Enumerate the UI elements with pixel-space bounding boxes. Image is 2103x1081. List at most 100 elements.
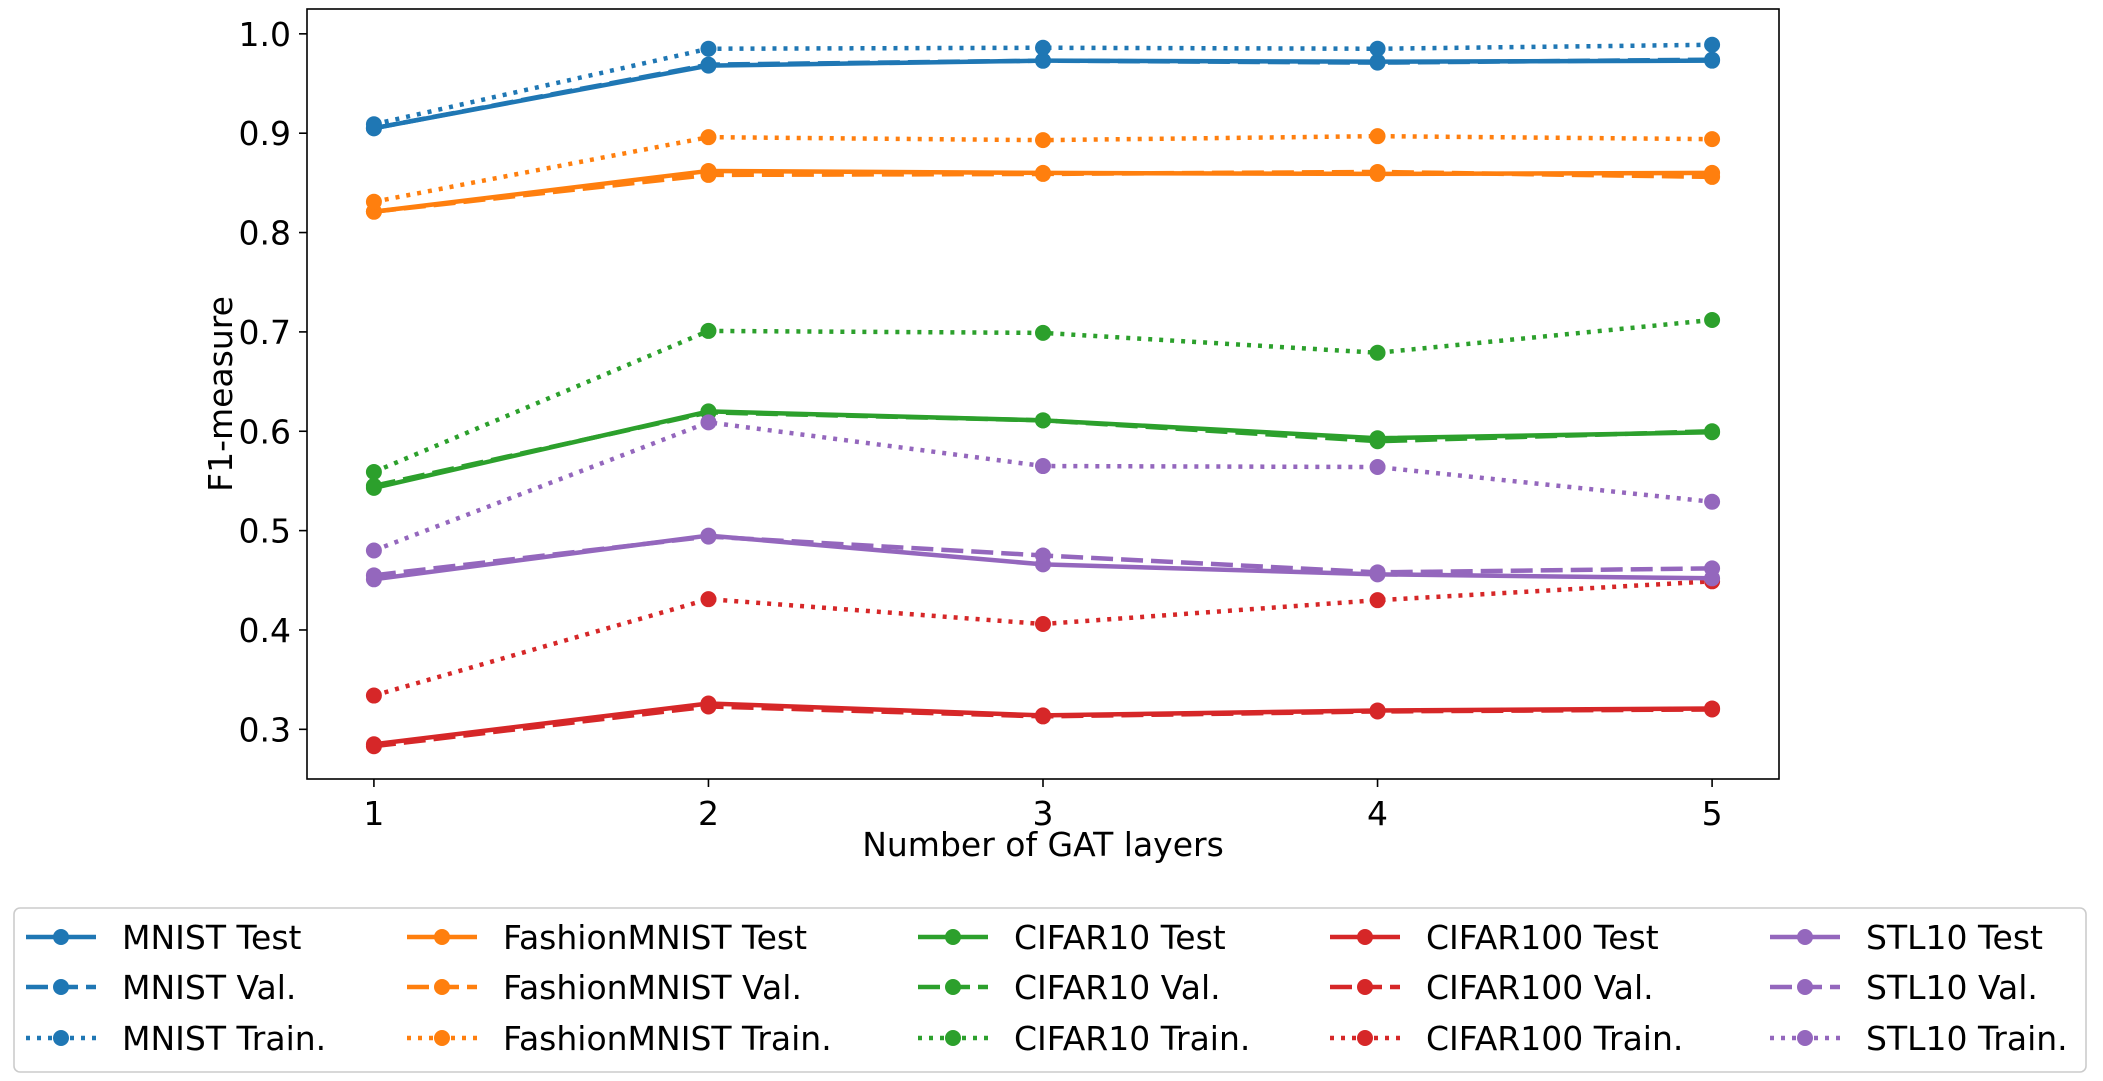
series-line <box>373 317 1713 475</box>
y-tick-label: 0.7 <box>239 313 291 352</box>
legend-item: CIFAR10 Val. <box>918 968 1221 1007</box>
data-point <box>700 166 717 183</box>
legend-swatch-marker <box>1797 1030 1813 1046</box>
legend-item: CIFAR100 Val. <box>1330 968 1654 1007</box>
legend-label: FashionMNIST Val. <box>503 968 802 1007</box>
legend-swatch-marker <box>434 1030 450 1046</box>
series-cifar100-val <box>365 698 1721 755</box>
x-tick-label: 1 <box>363 794 384 833</box>
legend-item: STL10 Test <box>1770 918 2043 957</box>
legend-swatch-marker <box>1797 929 1813 945</box>
legend-item: MNIST Val. <box>26 968 296 1007</box>
legend-label: MNIST Train. <box>122 1019 326 1058</box>
legend-item: FashionMNIST Train. <box>407 1019 832 1058</box>
y-tick-label: 1.0 <box>239 15 291 54</box>
data-point <box>1035 412 1051 429</box>
data-point <box>1704 168 1721 185</box>
data-point <box>1704 131 1721 148</box>
y-tick-label: 0.4 <box>239 611 291 650</box>
legend: MNIST Test MNIST Val. MNIST Train. FashionM… <box>13 907 2087 1073</box>
legend-label: STL10 Train. <box>1866 1019 2068 1058</box>
y-tick-label: 0.9 <box>239 114 291 153</box>
data-point <box>365 567 382 584</box>
series-cifar10-val <box>365 404 1721 494</box>
x-axis: 1 2 3 4 5 <box>363 779 1723 833</box>
data-point <box>700 698 717 715</box>
data-point <box>700 56 717 73</box>
legend-item: CIFAR100 Test <box>1330 918 1659 957</box>
legend-item: STL10 Val. <box>1770 968 2038 1007</box>
data-point <box>365 463 382 480</box>
series-fashionmnist-train <box>365 128 1721 210</box>
data-point <box>1369 703 1386 720</box>
data-point <box>1369 40 1386 57</box>
data-point <box>1704 36 1721 53</box>
data-point <box>365 738 382 755</box>
legend-label: CIFAR10 Train. <box>1014 1019 1250 1058</box>
legend-swatch-marker <box>1797 979 1813 995</box>
data-point <box>1704 493 1721 510</box>
legend-label: FashionMNIST Train. <box>503 1019 832 1058</box>
legend-label: STL10 Val. <box>1866 968 2038 1007</box>
x-tick-label: 2 <box>698 794 719 833</box>
data-point <box>1035 458 1051 475</box>
x-tick-label: 4 <box>1367 794 1388 833</box>
series-mnist-train <box>365 36 1721 133</box>
plot-background <box>307 9 1779 779</box>
legend-swatch-marker <box>1357 979 1373 995</box>
data-point <box>1704 311 1721 328</box>
legend-label: CIFAR100 Test <box>1426 918 1659 957</box>
data-point <box>700 322 717 339</box>
y-axis-label: F1-measure <box>201 296 240 492</box>
legend-swatch-marker <box>1357 929 1373 945</box>
data-point <box>700 414 717 431</box>
legend-swatch-marker <box>945 1030 961 1046</box>
legend-swatch-marker <box>53 1030 69 1046</box>
data-point <box>700 591 717 608</box>
y-tick-label: 0.5 <box>239 512 291 551</box>
data-point <box>1035 39 1051 56</box>
data-point <box>1704 51 1721 68</box>
legend-label: CIFAR100 Val. <box>1426 968 1654 1007</box>
series-cifar10-train <box>365 311 1721 480</box>
legend-swatch-marker <box>945 929 961 945</box>
legend-swatch-marker <box>434 929 450 945</box>
series-line <box>373 42 1713 127</box>
legend-swatch-marker <box>434 979 450 995</box>
data-point <box>1369 128 1386 145</box>
y-tick-label: 0.8 <box>239 214 291 253</box>
data-point <box>700 528 717 545</box>
y-tick-label: 0.3 <box>239 710 291 749</box>
series-fashionmnist-val <box>365 163 1721 220</box>
data-point <box>365 193 382 210</box>
data-point <box>1035 324 1051 341</box>
legend-frame <box>13 907 2087 1073</box>
data-point <box>1369 592 1386 609</box>
data-point <box>700 40 717 57</box>
legend-swatch-marker <box>53 979 69 995</box>
legend-item: CIFAR10 Train. <box>918 1019 1250 1058</box>
legend-swatch-marker <box>53 929 69 945</box>
data-point <box>1035 165 1051 182</box>
data-point <box>365 116 382 133</box>
data-point <box>1035 52 1051 69</box>
data-point <box>1369 344 1386 361</box>
legend-label: STL10 Test <box>1866 918 2043 957</box>
legend-swatch-marker <box>1357 1030 1373 1046</box>
data-point <box>1369 54 1386 71</box>
data-point <box>1035 132 1051 149</box>
data-point <box>1035 708 1051 725</box>
data-point <box>1704 423 1721 440</box>
data-point <box>1369 459 1386 476</box>
data-point <box>365 477 382 494</box>
series-stl10-val <box>365 528 1721 584</box>
legend-label: MNIST Test <box>122 918 302 957</box>
legend-label: CIFAR10 Test <box>1014 918 1226 957</box>
legend-swatch-marker <box>945 979 961 995</box>
data-point <box>1704 701 1721 718</box>
data-point <box>1369 433 1386 450</box>
legend-item: FashionMNIST Val. <box>407 968 802 1007</box>
data-point <box>1035 547 1051 564</box>
legend-item: STL10 Train. <box>1770 1019 2068 1058</box>
